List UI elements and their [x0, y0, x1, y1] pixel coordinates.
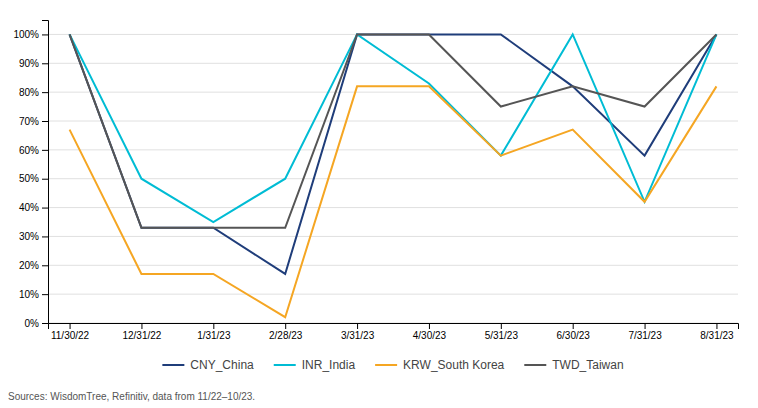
x-tick: 1/31/23 [197, 323, 231, 341]
y-tick: 0% [25, 318, 48, 329]
legend-swatch [274, 364, 296, 366]
grid-line [48, 236, 738, 237]
y-tick-mark [42, 34, 48, 35]
legend-label: KRW_South Korea [403, 358, 504, 372]
legend: CNY_China INR_India KRW_South Korea TWD_Tai… [162, 358, 623, 372]
y-tick-mark [42, 179, 48, 180]
y-tick-mark [42, 208, 48, 209]
x-tick-label: 12/31/22 [122, 330, 161, 341]
legend-swatch [524, 364, 546, 366]
x-tick-mark [645, 323, 646, 329]
y-tick-label: 50% [19, 173, 39, 184]
y-tick-label: 40% [19, 202, 39, 213]
y-tick-mark [42, 63, 48, 64]
y-tick: 90% [19, 58, 48, 69]
plot: 0% 10% 20% 30% 40% 50% 60% 70% 80% 90% 100% 11/30/2… [13, 21, 738, 342]
x-tick-label: 1/31/23 [197, 330, 231, 341]
x-tick: 3/31/23 [341, 323, 375, 341]
y-tick-label: 20% [19, 260, 39, 271]
x-tick-label: 3/31/23 [341, 330, 375, 341]
y-tick: 40% [19, 202, 48, 213]
x-tick-mark [429, 323, 430, 329]
y-tick-label: 80% [19, 87, 39, 98]
x-axis: 11/30/22 12/31/22 1/31/23 2/28/23 3/31/23 4/3… [49, 323, 739, 341]
y-tick-label: 100% [13, 29, 39, 40]
y-tick-mark [42, 121, 48, 122]
y-tick-mark [42, 92, 48, 93]
x-tick-label: 5/31/23 [485, 330, 519, 341]
y-tick: 70% [19, 116, 48, 127]
legend-label: TWD_Taiwan [552, 358, 623, 372]
series-line [70, 34, 717, 222]
y-tick-mark [42, 265, 48, 266]
x-tick-mark [213, 323, 214, 329]
y-tick-mark [42, 236, 48, 237]
grid-line [48, 121, 738, 122]
y-axis-line [42, 21, 49, 324]
series-line [70, 86, 717, 317]
legend-label: CNY_China [190, 358, 254, 372]
x-tick: 2/28/23 [269, 323, 303, 341]
x-tick: 4/30/23 [413, 323, 447, 341]
x-tick-mark [716, 323, 717, 329]
grid-line [48, 207, 738, 208]
y-tick: 50% [19, 173, 48, 184]
grid [48, 34, 738, 323]
x-axis-line [49, 324, 739, 330]
legend-swatch [375, 364, 397, 366]
legend-item: KRW_South Korea [375, 358, 504, 372]
y-tick: 100% [13, 29, 48, 40]
y-tick: 20% [19, 260, 48, 271]
x-tick-mark [501, 323, 502, 329]
series-group [70, 34, 717, 317]
x-tick-mark [357, 323, 358, 329]
x-tick: 8/31/23 [700, 323, 734, 341]
y-tick-mark [42, 150, 48, 151]
y-tick-label: 70% [19, 116, 39, 127]
y-tick: 30% [19, 231, 48, 242]
chart: 0% 10% 20% 30% 40% 50% 60% 70% 80% 90% 100% 11/30/2… [0, 0, 758, 408]
x-tick-mark [141, 323, 142, 329]
y-axis: 0% 10% 20% 30% 40% 50% 60% 70% 80% 90% 100% [13, 21, 48, 329]
x-tick-mark [573, 323, 574, 329]
legend-item: CNY_China [162, 358, 254, 372]
x-tick-label: 11/30/22 [51, 330, 90, 341]
legend-label: INR_India [302, 358, 356, 372]
legend-item: INR_India [274, 358, 356, 372]
grid-line [48, 265, 738, 266]
legend-item: TWD_Taiwan [524, 358, 623, 372]
x-tick: 7/31/23 [628, 323, 662, 341]
y-tick-label: 60% [19, 145, 39, 156]
y-tick: 60% [19, 145, 48, 156]
x-tick: 11/30/22 [51, 323, 90, 341]
legend-swatch [162, 364, 184, 366]
grid-line [48, 149, 738, 150]
grid-line [48, 92, 738, 93]
x-tick: 6/30/23 [557, 323, 591, 341]
x-tick-label: 8/31/23 [700, 330, 734, 341]
y-tick-label: 30% [19, 231, 39, 242]
y-tick-mark [42, 323, 48, 324]
x-tick-label: 4/30/23 [413, 330, 447, 341]
y-tick-label: 0% [25, 318, 40, 329]
y-tick-mark [42, 294, 48, 295]
x-tick-label: 6/30/23 [557, 330, 591, 341]
x-tick-label: 7/31/23 [628, 330, 662, 341]
x-tick-mark [285, 323, 286, 329]
x-tick-mark [70, 323, 71, 329]
y-tick: 80% [19, 87, 48, 98]
grid-line [48, 63, 738, 64]
source-note: Sources: WisdomTree, Refinitiv, data fro… [8, 391, 255, 402]
y-tick: 10% [19, 289, 48, 300]
series-line [70, 34, 717, 274]
series-line [70, 34, 717, 227]
x-tick-label: 2/28/23 [269, 330, 303, 341]
x-tick: 5/31/23 [485, 323, 519, 341]
grid-line [48, 294, 738, 295]
x-tick: 12/31/22 [122, 323, 161, 341]
y-tick-label: 10% [19, 289, 39, 300]
y-tick-label: 90% [19, 58, 39, 69]
